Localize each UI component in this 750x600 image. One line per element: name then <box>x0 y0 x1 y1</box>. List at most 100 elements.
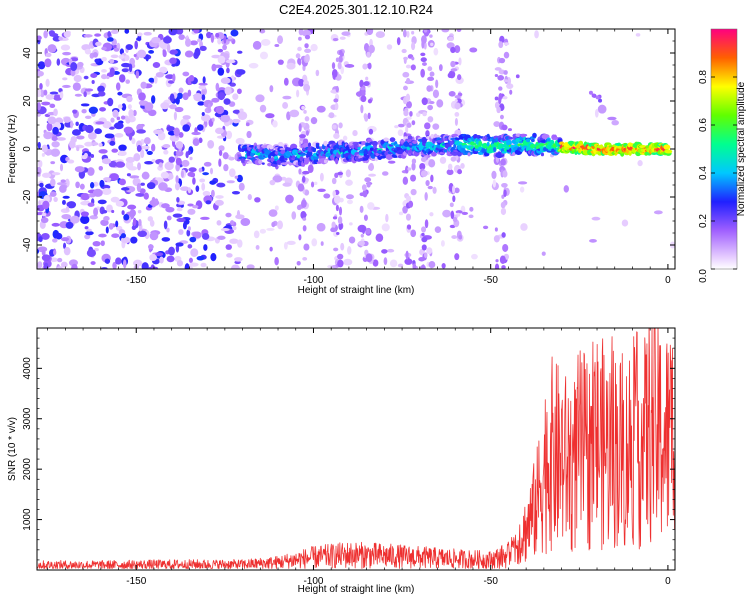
spectrogram-cell <box>98 233 107 238</box>
spectrogram-cell <box>91 142 99 146</box>
spectrogram-cell <box>131 137 136 145</box>
spectrogram-cell <box>450 156 457 162</box>
spectrogram-cell <box>187 89 192 97</box>
spectrogram-cell <box>360 104 364 114</box>
spectrogram-cell <box>235 137 245 145</box>
spectrogram-cell <box>359 79 364 88</box>
spectrogram-cell <box>506 139 512 146</box>
spectrogram-cell <box>115 257 122 265</box>
spectrogram-cell <box>448 36 454 42</box>
spectrogram-cell <box>452 185 456 194</box>
spectrogram-cell <box>282 182 292 187</box>
spectrogram-cell <box>197 101 205 106</box>
spectrogram-cell <box>299 134 306 139</box>
spectrogram-cell <box>394 125 399 129</box>
spectrogram-cell <box>367 112 371 120</box>
spectrogram-cell <box>342 135 348 141</box>
spectrogram-cell <box>436 99 444 108</box>
colorbar-tick-label: 0.2 <box>698 214 709 228</box>
spectrogram-cell <box>174 182 180 191</box>
spectrogram-cell <box>97 199 107 205</box>
spectrogram-cell <box>410 174 417 182</box>
spectrogram-cell <box>339 36 346 40</box>
spectrogram-cell <box>335 57 340 63</box>
spectrogram-cell <box>218 150 223 157</box>
spectrogram-cell <box>110 196 120 203</box>
spectrogram-cell <box>448 91 456 97</box>
spectrogram-cell <box>163 36 172 44</box>
spectrogram-cell <box>357 224 367 233</box>
spectrogram-cell <box>115 200 125 207</box>
spectrogram-cell <box>494 73 499 78</box>
spectrogram-cell <box>497 74 505 81</box>
spectrogram-cell <box>152 62 161 68</box>
spectrogram-ylabel: Frequency (Hz) <box>7 115 18 184</box>
spectrogram-cell <box>231 118 241 124</box>
spectrogram-cell <box>411 120 416 126</box>
spectrogram-cell <box>182 124 191 132</box>
spectrogram-cell <box>94 128 102 135</box>
spectrogram-cell <box>84 234 91 240</box>
spectrogram-cell <box>117 104 123 109</box>
spectrogram-cell <box>160 171 170 179</box>
spectrogram-cell <box>101 74 108 80</box>
spectrogram-cell <box>268 154 272 159</box>
spectrogram-cell <box>501 124 508 131</box>
spectrogram-cell <box>429 101 435 105</box>
spectrogram-cell <box>298 29 304 36</box>
spectrogram-cell <box>337 216 343 225</box>
spectrogram-cell <box>454 45 461 54</box>
spectrogram-cell <box>176 196 180 203</box>
spectrogram-cell <box>231 191 241 195</box>
spectrogram-cell <box>195 185 200 192</box>
spectrogram-cell <box>421 232 425 237</box>
spectrogram-cell <box>215 195 224 199</box>
spectrogram-cell <box>236 174 243 183</box>
spectrogram-cell <box>269 179 276 186</box>
spectrogram-cell <box>62 84 71 88</box>
spectrogram-cell <box>530 143 536 149</box>
spectrogram-cell <box>101 188 112 196</box>
spectrogram-cell <box>168 246 175 256</box>
spectrogram-cell <box>223 98 231 105</box>
spectrogram-cell <box>272 175 283 183</box>
spectrogram-cell <box>136 144 142 152</box>
spectrogram-cell <box>429 71 435 77</box>
spectrogram-cell <box>482 225 489 230</box>
spectrogram-cell <box>283 157 288 161</box>
spectrogram-cell <box>129 209 136 217</box>
spectrogram-cell <box>498 57 506 64</box>
spectrogram-cell <box>178 229 184 235</box>
spectrogram-cell <box>89 182 95 189</box>
spectrogram-cell <box>126 95 133 103</box>
spectrogram-cell <box>259 29 266 34</box>
spectrogram-cell <box>192 231 202 239</box>
spectrogram-cell <box>500 158 506 166</box>
spectrogram-cell <box>283 77 289 86</box>
spectrogram-cell <box>282 102 289 109</box>
spectrogram-cell <box>63 246 71 256</box>
spectrogram-cell <box>228 101 236 107</box>
spectrogram-cell <box>137 230 148 238</box>
spectrogram-cell <box>381 223 390 232</box>
spectrogram-cell <box>199 178 206 183</box>
spectrogram-cell <box>458 57 462 66</box>
spectrogram-cell <box>133 153 141 162</box>
spectrogram-cell <box>138 218 142 227</box>
spectrogram-cell <box>426 85 432 92</box>
spectrogram-cell <box>149 254 157 262</box>
spectrogram-cell <box>338 222 343 231</box>
spectrogram-cell <box>225 130 233 140</box>
spectrogram-cell <box>362 189 368 198</box>
spectrogram-cell <box>323 159 328 164</box>
spectrogram-cell <box>253 230 260 239</box>
spectrogram-cell <box>421 226 427 233</box>
spectrogram-cell <box>534 30 539 39</box>
spectrogram-cell <box>302 170 310 175</box>
spectrogram-cell <box>49 91 59 95</box>
spectrogram-cell <box>452 195 456 203</box>
spectrogram-cell <box>159 66 168 74</box>
spectrogram-cell <box>83 75 89 80</box>
spectrogram-cell <box>277 59 284 65</box>
spectrogram-cell <box>357 240 365 246</box>
